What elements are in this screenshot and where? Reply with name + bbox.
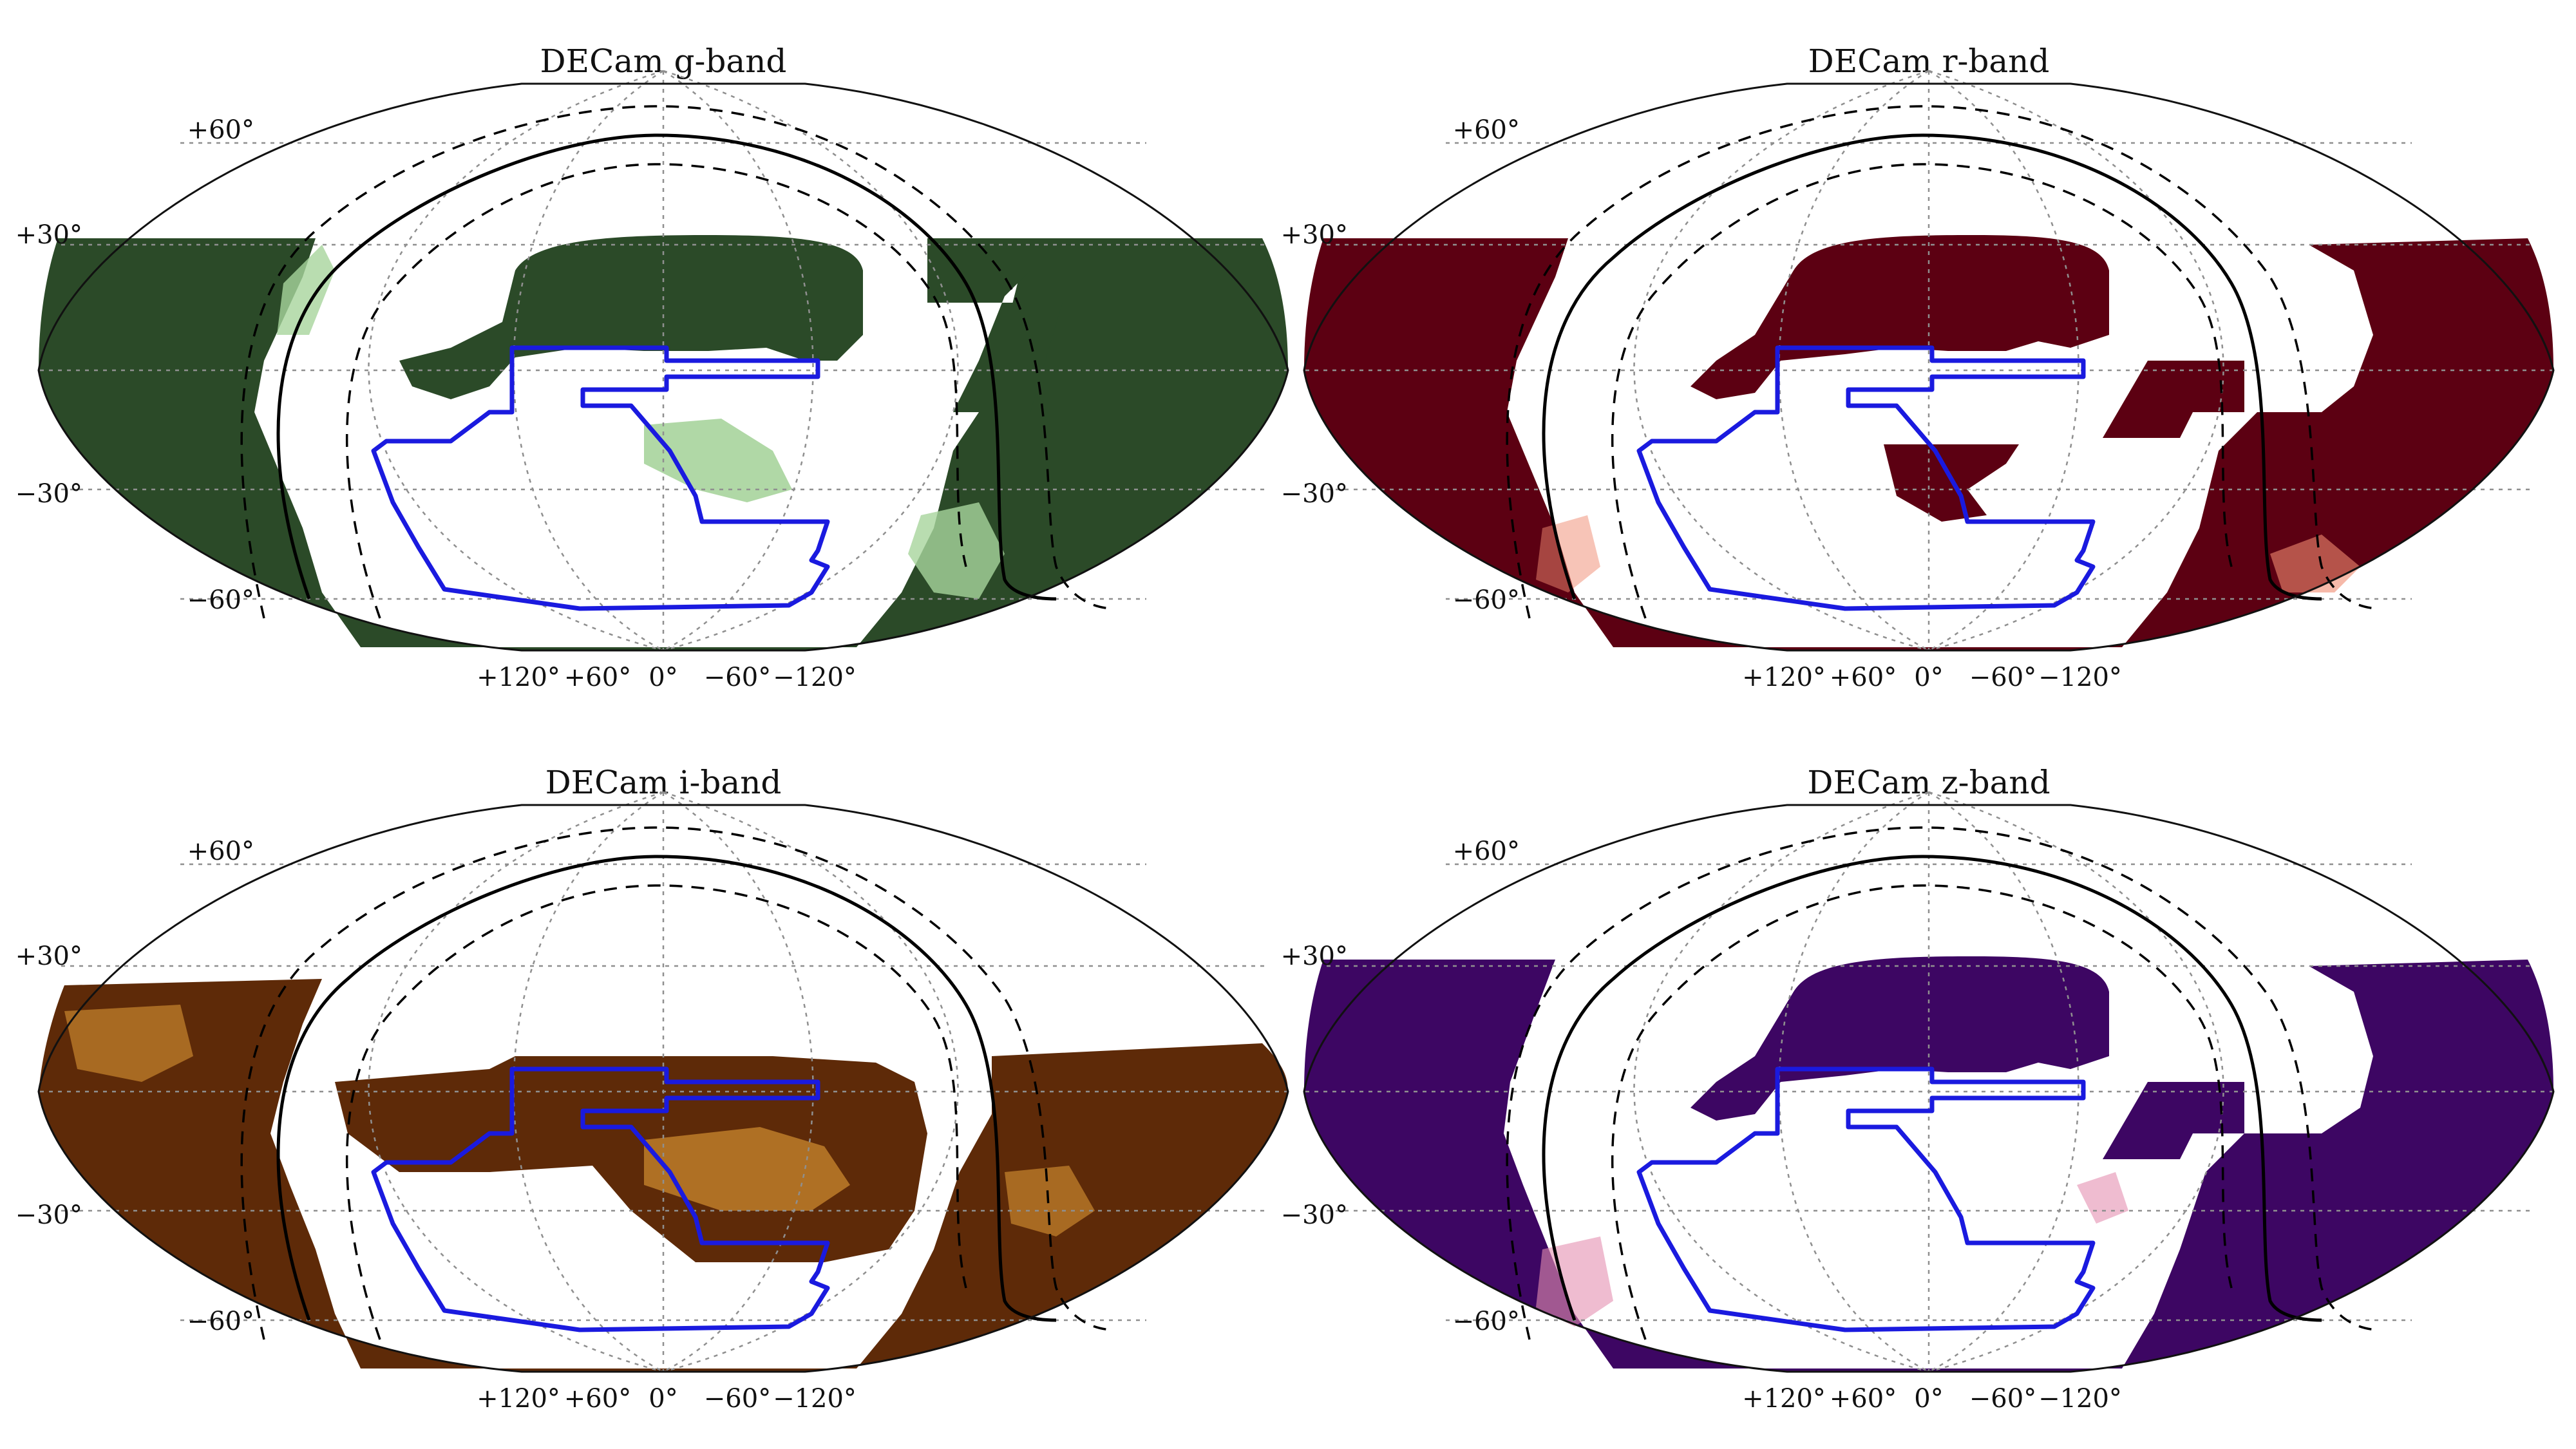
lat-tick-label: −30°	[1281, 479, 1348, 509]
longitude-ticks: +120° +60° 0° −60° −120°	[1742, 1384, 2122, 1414]
map-boundary	[1303, 804, 2555, 1373]
graticule	[1305, 70, 2552, 652]
lat-tick-label: +30°	[15, 942, 82, 971]
panel-i-band: DECam i-band +60	[15, 764, 1289, 1414]
lon-tick-label: +120°	[1742, 663, 1826, 692]
galactic-plane	[240, 105, 1115, 619]
coverage-patch-light	[644, 1127, 850, 1211]
coverage-patch-light	[644, 419, 792, 502]
galactic-plane	[1506, 105, 2380, 619]
sky-coverage-map	[39, 84, 1288, 650]
lat-tick-label: −60°	[1453, 585, 1520, 615]
coverage-region	[39, 979, 1288, 1372]
panel-g-band: DECam g-band	[15, 43, 1289, 692]
lat-tick-label: +60°	[1453, 115, 1520, 145]
sky-coverage-map	[1304, 805, 2553, 1372]
map-boundary	[37, 804, 1289, 1373]
longitude-ticks: +120° +60° 0° −60° −120°	[477, 663, 857, 692]
coverage-patch-light	[1536, 515, 1600, 592]
map-boundary	[1303, 82, 2555, 652]
lon-tick-label: +60°	[1830, 663, 1897, 692]
coverage-patch-light	[64, 1005, 193, 1082]
coverage-patch-light	[277, 245, 335, 335]
lat-tick-label: +60°	[187, 115, 254, 145]
galactic-plane	[240, 826, 1115, 1340]
lon-tick-label: +60°	[564, 1384, 631, 1414]
lat-tick-label: −30°	[15, 1200, 82, 1230]
lon-tick-label: +120°	[477, 663, 560, 692]
lon-tick-label: −120°	[773, 1384, 857, 1414]
longitude-ticks: +120° +60° 0° −60° −120°	[477, 1384, 857, 1414]
latitude-ticks: +60° +30° −30° −60°	[15, 115, 254, 615]
map-boundary	[37, 82, 1289, 652]
latitude-ticks: +60° +30° −30° −60°	[15, 837, 254, 1336]
lat-tick-label: +30°	[1281, 220, 1348, 250]
sky-coverage-map	[1304, 84, 2553, 650]
lat-tick-label: −60°	[187, 1307, 254, 1336]
latitude-ticks: +60° +30° −30° −60°	[1281, 115, 1520, 615]
coverage-region-east	[2103, 1082, 2244, 1159]
lat-tick-label: −30°	[15, 479, 82, 509]
lat-tick-label: +60°	[1453, 837, 1520, 866]
lon-tick-label: −120°	[2038, 663, 2122, 692]
lat-tick-label: −60°	[187, 585, 254, 615]
lat-tick-label: −60°	[1453, 1307, 1520, 1336]
coverage-patch-light	[908, 502, 1005, 599]
survey-footprint	[1636, 345, 2096, 611]
lon-tick-label: −60°	[1969, 1384, 2036, 1414]
lon-tick-label: −60°	[1969, 663, 2036, 692]
sky-coverage-map	[39, 805, 1288, 1372]
lat-tick-label: +60°	[187, 837, 254, 866]
coverage-region	[1304, 960, 2553, 1372]
galactic-plane	[1506, 826, 2380, 1340]
lat-tick-label: −30°	[1281, 1200, 1348, 1230]
latitude-ticks: +60° +30° −30° −60°	[1281, 837, 1520, 1336]
survey-footprint	[371, 1066, 830, 1332]
lon-tick-label: 0°	[1914, 1384, 1943, 1414]
coverage-region-north	[1690, 235, 2109, 399]
lon-tick-label: +60°	[564, 663, 631, 692]
lat-tick-label: +30°	[1281, 942, 1348, 971]
lon-tick-label: 0°	[1914, 663, 1943, 692]
lon-tick-label: +120°	[477, 1384, 560, 1414]
coverage-patch-light	[2077, 1172, 2128, 1224]
lon-tick-label: 0°	[649, 1384, 677, 1414]
lon-tick-label: −120°	[2038, 1384, 2122, 1414]
coverage-region	[1304, 238, 2553, 650]
lon-tick-label: −60°	[704, 663, 771, 692]
survey-footprint	[371, 345, 830, 611]
coverage-region-north	[399, 235, 863, 399]
lat-tick-label: +30°	[15, 220, 82, 250]
lon-tick-label: −120°	[773, 663, 857, 692]
lon-tick-label: +60°	[1830, 1384, 1897, 1414]
coverage-region-east	[927, 238, 1269, 412]
coverage-patch-light	[1005, 1166, 1095, 1236]
coverage-region-north	[1690, 956, 2109, 1121]
lon-tick-label: −60°	[704, 1384, 771, 1414]
survey-footprint	[1636, 1066, 2096, 1332]
longitude-ticks: +120° +60° 0° −60° −120°	[1742, 663, 2122, 692]
lon-tick-label: +120°	[1742, 1384, 1826, 1414]
panel-r-band: DECam r-band	[1281, 43, 2555, 692]
panel-z-band: DECam z-band +60	[1281, 764, 2555, 1414]
coverage-region-east	[2103, 361, 2244, 438]
lon-tick-label: 0°	[649, 663, 677, 692]
